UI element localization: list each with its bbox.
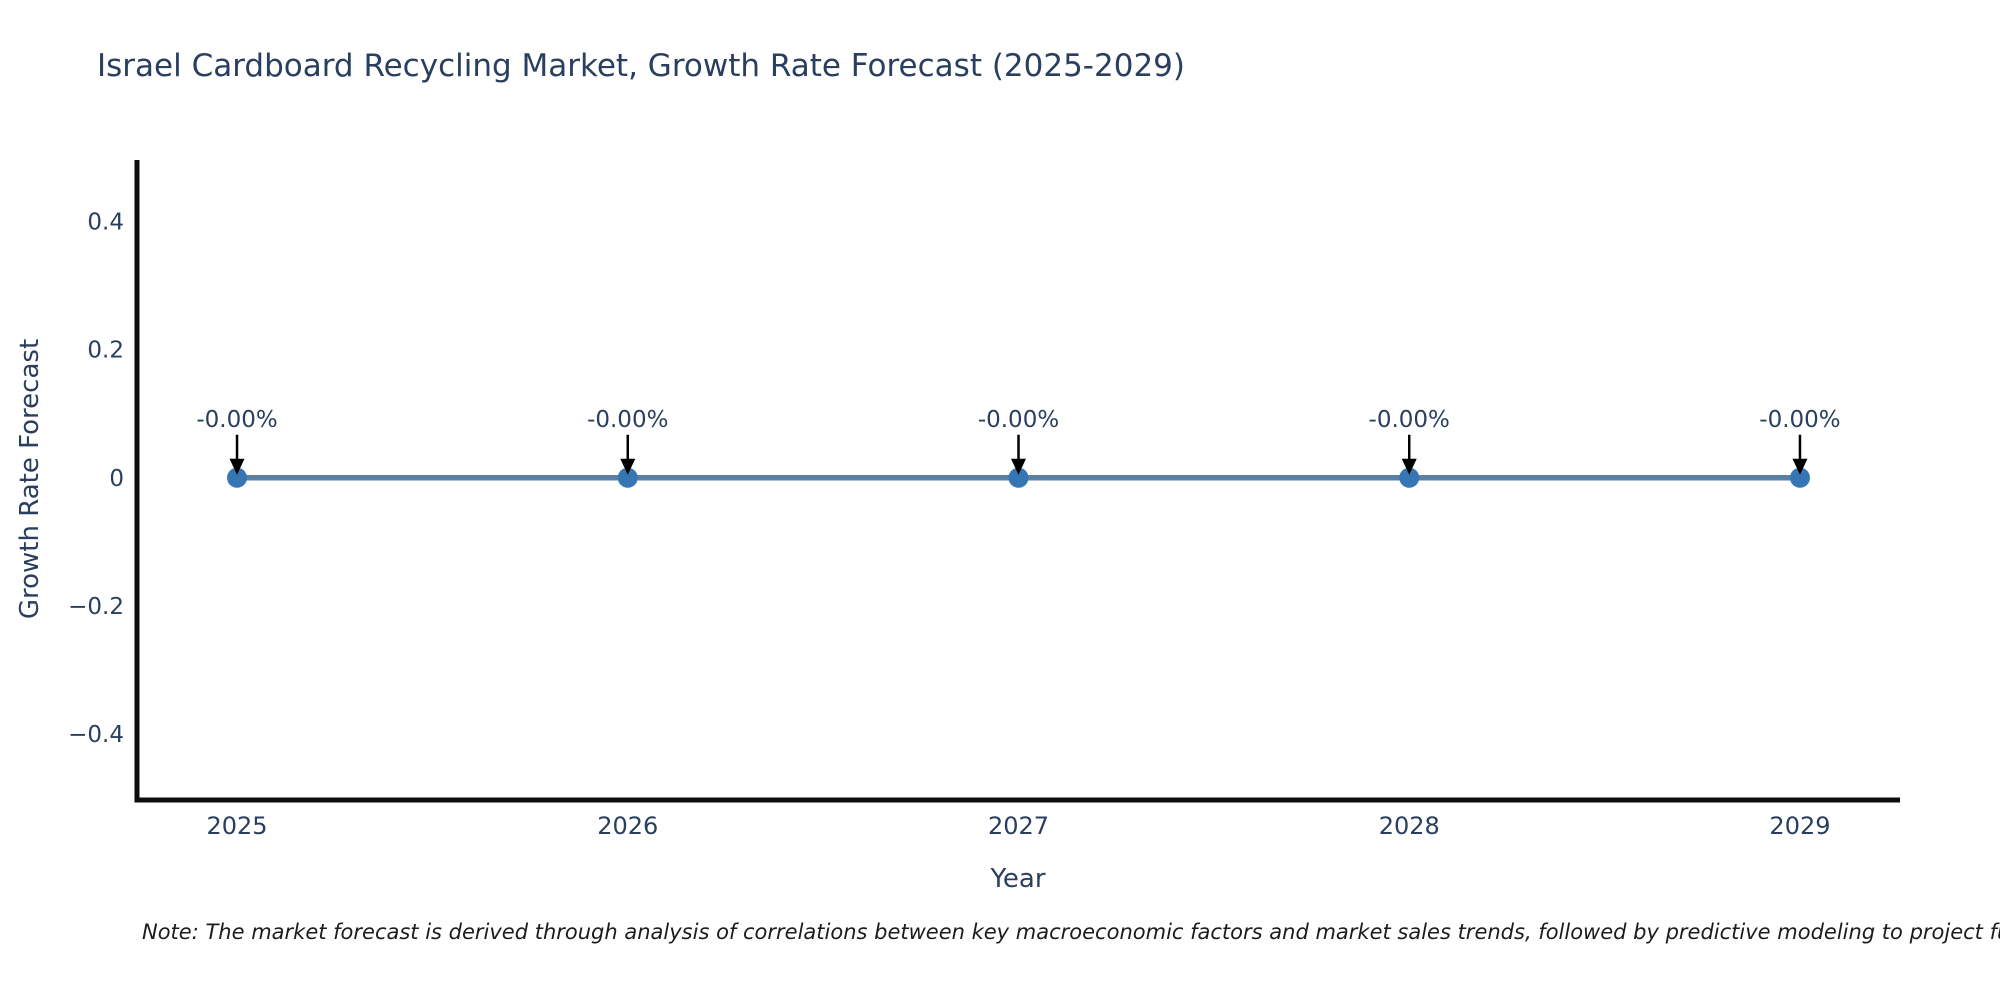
- annotation-arrowhead-icon: [1011, 458, 1026, 475]
- y-tick-label: 0.2: [87, 338, 124, 364]
- chart-title: Israel Cardboard Recycling Market, Growt…: [97, 48, 1185, 84]
- y-axis-title: Growth Rate Forecast: [15, 338, 45, 620]
- point-annotation: -0.00%: [1369, 407, 1450, 433]
- data-point-marker[interactable]: [227, 467, 248, 488]
- data-point-marker[interactable]: [1008, 467, 1029, 488]
- x-tick-label: 2029: [1769, 812, 1830, 840]
- footnote: Note: The market forecast is derived thr…: [142, 920, 2000, 944]
- x-tick-label: 2027: [988, 812, 1049, 840]
- point-annotation: -0.00%: [978, 407, 1059, 433]
- point-annotation: -0.00%: [1759, 407, 1840, 433]
- y-tick-label: 0.4: [87, 210, 124, 236]
- x-tick-label: 2026: [597, 812, 658, 840]
- annotation-arrowhead-icon: [1792, 458, 1808, 475]
- annotation-arrowhead-icon: [1401, 458, 1417, 475]
- x-tick-label: 2025: [206, 812, 267, 840]
- data-point-marker[interactable]: [1789, 467, 1810, 488]
- point-annotation: -0.00%: [587, 407, 668, 433]
- y-tick-label: −0.2: [68, 594, 124, 620]
- point-annotation: -0.00%: [196, 407, 277, 433]
- annotation-arrowhead-icon: [620, 458, 636, 475]
- annotation-arrowhead-icon: [229, 458, 245, 475]
- y-tick-label: 0: [109, 466, 124, 492]
- x-tick-label: 2028: [1379, 812, 1440, 840]
- data-point-marker[interactable]: [617, 467, 638, 488]
- x-axis-title: Year: [990, 864, 1046, 894]
- y-tick-label: −0.4: [68, 722, 124, 748]
- data-point-marker[interactable]: [1399, 467, 1420, 488]
